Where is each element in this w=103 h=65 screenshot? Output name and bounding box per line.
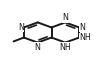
Text: NH: NH bbox=[79, 33, 91, 42]
Text: N: N bbox=[18, 23, 24, 32]
Text: N: N bbox=[35, 43, 41, 52]
Text: N: N bbox=[62, 13, 68, 22]
Text: NH: NH bbox=[59, 43, 71, 52]
Text: N: N bbox=[79, 23, 85, 32]
